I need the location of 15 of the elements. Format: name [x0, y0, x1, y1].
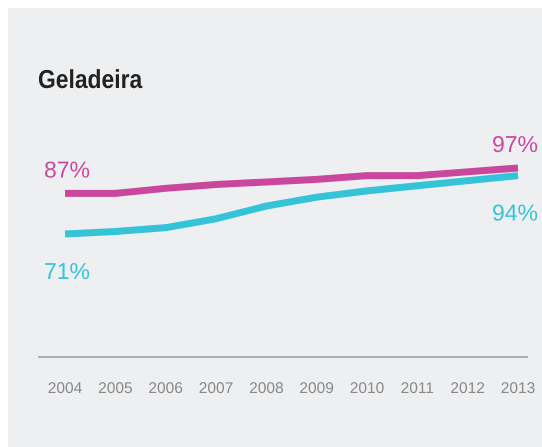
data-label: 87%	[44, 156, 90, 182]
x-tick-label: 2013	[500, 380, 536, 397]
x-tick-label: 2009	[299, 380, 334, 397]
x-tick-label: 2011	[400, 380, 434, 397]
data-label: 94%	[492, 200, 538, 226]
x-tick-label: 2007	[198, 380, 234, 397]
x-tick-label: 2010	[350, 380, 385, 397]
data-label: 71%	[44, 258, 90, 284]
x-tick-label: 2006	[148, 380, 183, 397]
chart-title: Geladeira	[38, 66, 143, 94]
x-tick-label: 2012	[450, 380, 485, 397]
x-tick-label: 2008	[249, 380, 284, 397]
x-tick-label: 2004	[48, 380, 83, 397]
data-label: 97%	[492, 131, 538, 157]
x-tick-label: 2005	[98, 380, 133, 397]
